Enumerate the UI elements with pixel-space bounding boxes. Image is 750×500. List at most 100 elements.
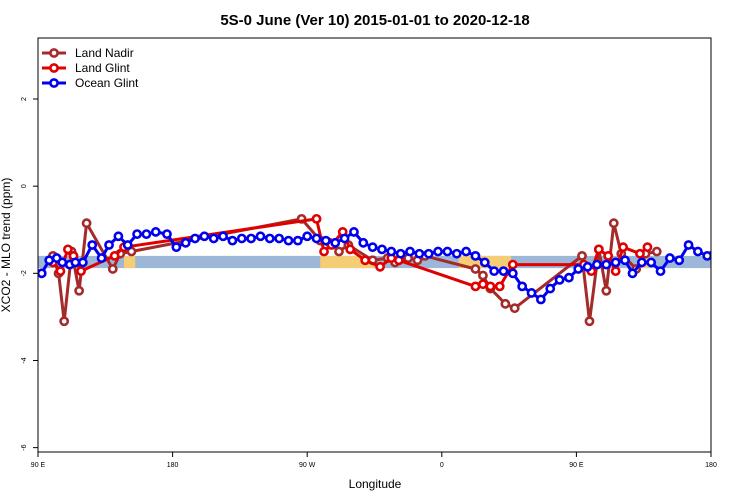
data-point-ocean-glint: [470, 250, 481, 261]
y-axis: -6 -4 -2 0 2: [21, 97, 38, 451]
legend-marker: [49, 48, 59, 58]
data-point-land-glint: [63, 244, 73, 255]
data-point-ocean-glint: [627, 268, 638, 279]
series-ocean-glint: [38, 227, 720, 305]
y-tick-label: -6: [21, 444, 28, 450]
data-point-ocean-glint: [535, 294, 546, 305]
legend-marker: [49, 63, 59, 73]
data-point-land-glint: [360, 255, 371, 266]
data-point-ocean-glint: [451, 248, 462, 259]
data-point-ocean-glint: [489, 266, 500, 277]
data-point-land-nadir: [478, 270, 488, 281]
data-point-ocean-glint: [713, 244, 720, 251]
legend-item-ocean-glint: Ocean Glint: [42, 76, 139, 90]
data-point-ocean-glint: [171, 242, 182, 253]
x-axis: 90 E 180 90 W 0 90 E 180: [31, 452, 717, 469]
data-point-ocean-glint: [218, 231, 228, 242]
data-point-ocean-glint: [339, 233, 350, 244]
data-point-ocean-glint: [311, 233, 322, 244]
data-point-ocean-glint: [414, 248, 425, 259]
data-point-ocean-glint: [405, 246, 415, 257]
data-point-ocean-glint: [442, 246, 453, 257]
data-point-land-nadir: [74, 285, 85, 296]
data-point-ocean-glint: [96, 253, 107, 263]
data-point-ocean-glint: [57, 257, 68, 268]
y-axis-label: XCO2 - MLO trend (ppm): [0, 178, 13, 313]
data-point-ocean-glint: [330, 237, 341, 248]
data-point-land-glint: [593, 244, 604, 255]
legend-label: Land Nadir: [75, 46, 134, 60]
data-point-land-glint: [470, 281, 481, 292]
data-point-land-nadir: [509, 303, 520, 314]
data-point-land-glint: [494, 281, 505, 292]
data-point-ocean-glint: [674, 255, 685, 266]
data-point-ocean-glint: [320, 235, 331, 246]
data-point-land-glint: [603, 250, 614, 261]
data-point-ocean-glint: [150, 227, 161, 237]
x-tick-label: 0: [440, 462, 444, 469]
data-point-land-glint: [345, 244, 356, 255]
data-point-ocean-glint: [77, 257, 88, 268]
data-point-land-glint: [618, 242, 629, 253]
y-tick-label: 2: [21, 97, 28, 101]
legend-label: Ocean Glint: [75, 76, 139, 90]
data-point-land-glint: [642, 242, 653, 253]
y-tick-label: -4: [21, 357, 28, 363]
data-point-ocean-glint: [610, 257, 621, 268]
data-point-ocean-glint: [395, 248, 406, 259]
data-point-ocean-glint: [564, 272, 574, 283]
data-point-ocean-glint: [132, 229, 142, 240]
series-layer: [38, 213, 720, 327]
data-point-ocean-glint: [545, 283, 556, 294]
x-axis-label: Longitude: [349, 477, 402, 491]
plot-frame: [37, 37, 712, 453]
data-point-ocean-glint: [38, 268, 47, 279]
data-point-ocean-glint: [377, 244, 387, 255]
data-point-ocean-glint: [636, 257, 647, 268]
data-point-ocean-glint: [386, 246, 397, 257]
legend-marker: [49, 78, 59, 88]
data-point-ocean-glint: [180, 237, 191, 248]
data-point-land-glint: [485, 281, 496, 292]
x-tick-label: 90 E: [569, 462, 584, 469]
data-point-land-glint: [478, 279, 488, 290]
chart-title: 5S-0 June (Ver 10) 2015-01-01 to 2020-12…: [220, 12, 529, 29]
data-point-ocean-glint: [113, 231, 124, 242]
data-point-ocean-glint: [274, 233, 285, 244]
data-point-land-glint: [507, 259, 518, 270]
data-point-land-nadir: [608, 218, 619, 229]
data-point-ocean-glint: [702, 250, 711, 261]
data-point-ocean-glint: [507, 268, 518, 279]
data-point-land-glint: [610, 266, 621, 277]
data-point-ocean-glint: [190, 233, 200, 244]
data-point-ocean-glint: [302, 231, 313, 242]
data-point-ocean-glint: [141, 229, 152, 240]
data-point-ocean-glint: [349, 227, 359, 237]
data-point-land-glint: [635, 248, 645, 259]
data-point-ocean-glint: [122, 240, 133, 250]
data-point-ocean-glint: [70, 257, 81, 268]
data-point-land-nadir: [107, 264, 118, 274]
data-point-ocean-glint: [646, 257, 657, 268]
data-point-ocean-glint: [246, 233, 257, 244]
data-point-land-nadir: [577, 250, 587, 261]
data-point-ocean-glint: [620, 255, 630, 266]
data-point-ocean-glint: [162, 229, 172, 240]
data-point-land-nadir: [59, 316, 70, 327]
legend-item-land-nadir: Land Nadir: [42, 46, 134, 60]
data-point-ocean-glint: [358, 237, 369, 248]
y-tick-label: -2: [21, 270, 28, 276]
data-point-ocean-glint: [283, 235, 294, 246]
data-point-ocean-glint: [526, 288, 537, 298]
data-point-ocean-glint: [592, 259, 602, 270]
data-point-land-nadir: [651, 246, 662, 257]
data-point-ocean-glint: [693, 246, 703, 257]
data-point-land-glint: [55, 266, 66, 277]
land-band-1: [123, 255, 136, 269]
data-point-ocean-glint: [498, 266, 509, 277]
data-point-land-nadir: [500, 298, 511, 309]
data-point-ocean-glint: [554, 274, 565, 285]
data-point-ocean-glint: [87, 240, 98, 250]
data-point-land-glint: [109, 250, 120, 261]
